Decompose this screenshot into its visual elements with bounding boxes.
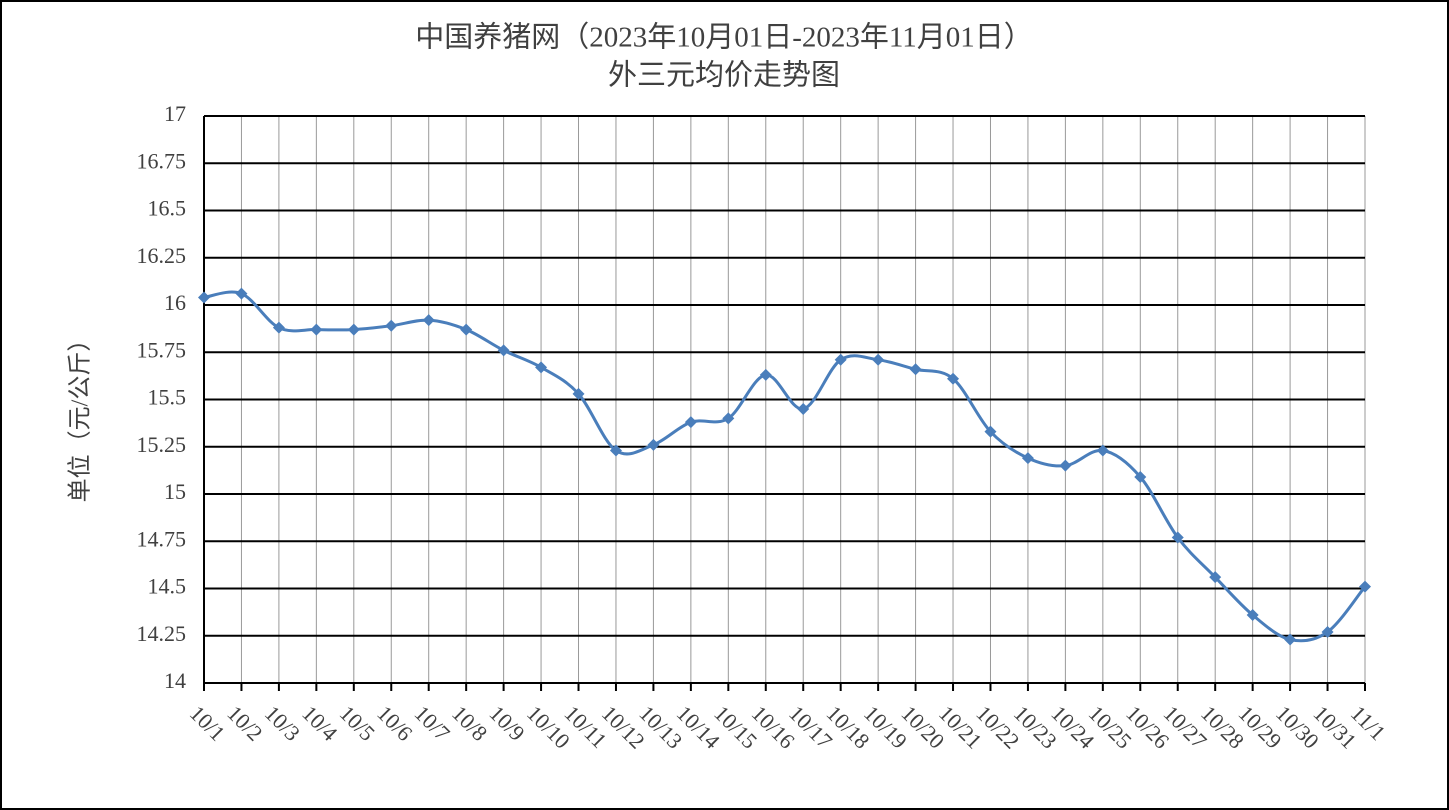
marker — [872, 353, 885, 366]
marker — [235, 287, 248, 300]
marker — [497, 344, 510, 357]
marker — [609, 444, 622, 457]
marker — [572, 387, 585, 400]
chart-title: 中国养猪网（2023年10月01日-2023年11月01日） — [415, 21, 1033, 54]
y-tick-label: 14 — [164, 668, 186, 693]
y-tick-label: 14.75 — [137, 526, 187, 551]
marker — [385, 319, 398, 332]
y-tick-label: 15.25 — [137, 432, 187, 457]
marker — [1096, 444, 1109, 457]
y-tick-label: 15.75 — [137, 337, 187, 362]
y-tick-label: 16.75 — [137, 148, 187, 173]
y-tick-label: 16.5 — [148, 196, 187, 221]
marker — [198, 291, 210, 304]
y-tick-label: 17 — [164, 101, 186, 126]
marker — [1321, 625, 1334, 638]
marker — [759, 368, 772, 381]
marker — [310, 323, 323, 336]
marker — [422, 314, 435, 327]
marker — [1134, 470, 1147, 483]
marker — [272, 321, 285, 334]
marker — [1359, 580, 1371, 593]
marker — [909, 363, 922, 376]
marker — [460, 323, 473, 336]
marker — [535, 361, 548, 374]
marker — [1246, 608, 1259, 621]
y-tick-label: 15.5 — [148, 385, 187, 410]
marker — [1209, 571, 1222, 584]
marker — [1171, 531, 1184, 544]
chart-subtitle: 外三元均价走势图 — [608, 59, 840, 92]
y-tick-label: 15 — [164, 479, 186, 504]
marker — [984, 425, 997, 438]
y-tick-label: 16.25 — [137, 243, 187, 268]
marker — [684, 416, 697, 429]
marker — [347, 323, 360, 336]
marker — [1284, 633, 1297, 646]
marker — [647, 438, 660, 451]
y-tick-label: 14.5 — [148, 574, 187, 599]
price-line — [203, 290, 1367, 643]
y-tick-label: 16 — [164, 290, 186, 315]
marker — [834, 353, 847, 366]
marker — [722, 412, 735, 425]
marker — [1059, 459, 1072, 472]
y-tick-label: 14.25 — [137, 621, 187, 646]
marker — [797, 402, 810, 415]
marker — [1021, 452, 1034, 465]
marker — [947, 372, 960, 385]
y-axis-label: 单位（元/公斤） — [67, 328, 94, 503]
